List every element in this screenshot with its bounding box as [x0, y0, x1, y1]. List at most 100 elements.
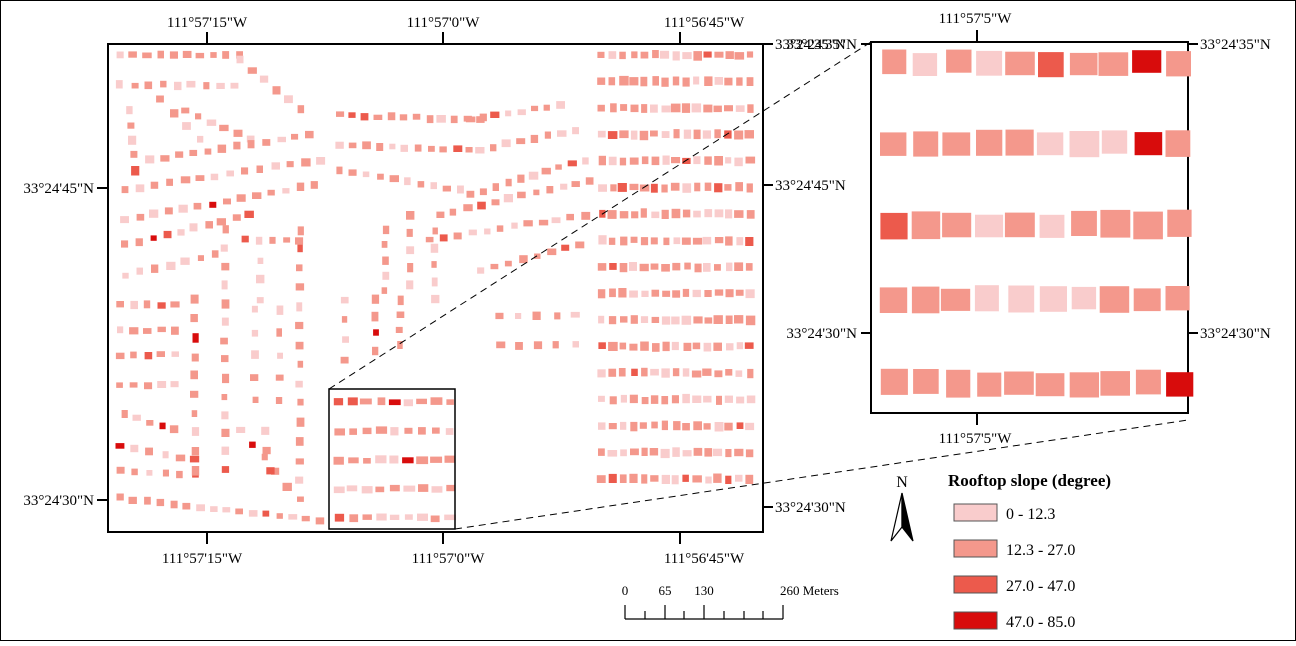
building-footprint — [361, 486, 373, 494]
building-footprint — [174, 81, 182, 91]
inset-top-tick-label: 111°57'5"W — [939, 11, 1013, 27]
building-footprint — [661, 209, 669, 219]
building-footprint — [130, 300, 138, 310]
building-footprint — [1069, 52, 1098, 76]
building-footprint — [629, 157, 639, 165]
building-footprint — [629, 290, 638, 298]
building-footprint — [581, 211, 591, 220]
building-footprint — [608, 237, 616, 245]
building-footprint — [376, 513, 387, 521]
building-footprint — [640, 51, 649, 59]
building-footprint — [222, 373, 230, 384]
building-footprint — [191, 410, 198, 417]
building-footprint — [1071, 210, 1097, 236]
building-footprint — [682, 288, 690, 297]
building-footprint — [547, 248, 557, 256]
building-footprint — [430, 397, 443, 405]
building-footprint — [704, 182, 712, 191]
building-footprint — [650, 395, 659, 404]
building-footprint — [640, 76, 648, 87]
building-footprint — [277, 136, 286, 143]
building-footprint — [640, 208, 647, 218]
building-footprint — [373, 114, 383, 120]
building-footprint — [607, 131, 618, 139]
building-footprint — [334, 428, 345, 436]
building-footprint — [714, 370, 723, 378]
building-footprint — [182, 50, 192, 58]
building-footprint — [425, 236, 434, 243]
building-footprint — [223, 198, 231, 205]
building-footprint — [295, 283, 305, 291]
legend-swatch — [953, 575, 998, 594]
building-footprint — [911, 211, 941, 240]
building-footprint — [911, 286, 940, 314]
building-footprint — [372, 346, 379, 356]
inset-right-tick-label: 33°24'35"N — [1200, 37, 1271, 53]
building-footprint — [269, 236, 276, 244]
building-footprint — [735, 289, 744, 296]
building-footprint — [190, 294, 199, 304]
building-footprint — [251, 350, 259, 359]
building-footprint — [661, 131, 670, 138]
building-footprint — [882, 49, 907, 75]
building-footprint — [1004, 212, 1035, 238]
building-footprint — [222, 507, 231, 513]
main-map: 111°57'15"W 111°57'0"W 111°56'45"W 111°5… — [23, 15, 845, 567]
north-arrow-right-half — [901, 492, 914, 542]
building-footprint — [400, 144, 408, 152]
building-footprint — [376, 143, 384, 151]
building-footprint — [1039, 286, 1067, 312]
building-footprint — [297, 226, 304, 236]
building-footprint — [661, 105, 671, 113]
building-footprint — [170, 500, 178, 509]
building-footprint — [244, 210, 254, 218]
building-footprint — [465, 147, 473, 153]
building-footprint — [135, 238, 143, 247]
building-footprint — [296, 182, 305, 191]
building-footprint — [693, 156, 701, 165]
building-footprint — [713, 315, 723, 324]
building-footprint — [661, 396, 669, 405]
building-footprint — [143, 300, 151, 309]
building-footprint — [597, 51, 605, 58]
right-tick-label: 33°24'30"N — [775, 500, 846, 516]
building-footprint — [382, 256, 389, 265]
building-footprint — [162, 451, 169, 459]
building-footprint — [619, 75, 629, 86]
building-footprint — [693, 210, 701, 218]
building-footprint — [175, 454, 186, 462]
building-footprint — [169, 425, 179, 434]
building-footprint — [735, 370, 743, 377]
building-footprint — [517, 191, 526, 199]
building-footprint — [442, 185, 451, 192]
building-footprint — [375, 426, 388, 434]
building-footprint — [684, 262, 691, 270]
building-footprint — [432, 427, 440, 434]
building-footprint — [388, 399, 401, 406]
building-footprint — [431, 261, 437, 268]
inset-map-ticks — [861, 30, 1198, 425]
legend-class-label: 27.0 - 47.0 — [1006, 578, 1075, 595]
building-footprint — [598, 422, 606, 430]
building-footprint — [515, 313, 522, 319]
building-footprint — [651, 421, 658, 429]
building-footprint — [530, 134, 539, 143]
building-footprint — [744, 342, 754, 349]
building-footprint — [879, 287, 908, 313]
building-footprint — [703, 423, 711, 430]
scale-label: 65 — [659, 583, 672, 598]
building-footprint — [517, 174, 525, 183]
building-footprint — [572, 341, 579, 348]
building-footprint — [430, 515, 440, 523]
building-footprint — [216, 82, 225, 89]
building-footprint — [734, 52, 745, 60]
building-footprint — [661, 264, 670, 272]
building-footprint — [297, 244, 303, 253]
building-footprint — [389, 143, 396, 150]
building-footprint — [726, 262, 733, 272]
building-footprint — [551, 217, 561, 224]
building-footprint — [661, 184, 668, 193]
building-footprint — [221, 411, 229, 420]
building-footprint — [543, 104, 550, 111]
building-footprint — [182, 502, 191, 510]
